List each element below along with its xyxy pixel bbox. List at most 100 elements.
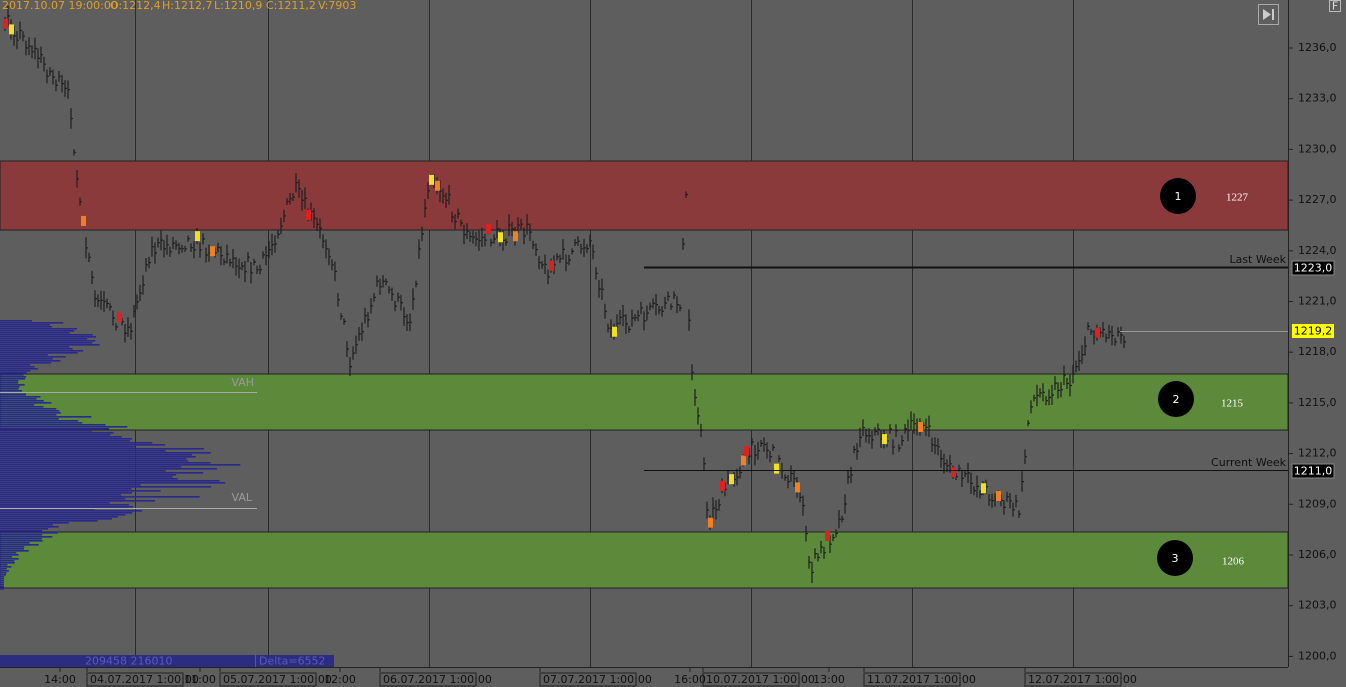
volume-cluster bbox=[210, 246, 215, 257]
time-label: 16:00 bbox=[674, 673, 706, 686]
volume-cluster bbox=[720, 480, 725, 491]
time-label-box bbox=[702, 672, 800, 687]
header-open: O:1212,4 bbox=[110, 0, 161, 12]
price-label: 1230,0 bbox=[1298, 142, 1337, 155]
volume-cluster bbox=[981, 483, 986, 494]
volume-cluster bbox=[498, 232, 503, 243]
zone-marker bbox=[1160, 178, 1196, 214]
level-label: Current Week bbox=[1211, 456, 1287, 469]
volume-cluster bbox=[486, 223, 491, 234]
price-label: 1206,0 bbox=[1298, 548, 1337, 561]
delta-text: Delta=6552 bbox=[259, 655, 326, 668]
price-tag-text: 1223,0 bbox=[1294, 262, 1333, 275]
time-label: 13:00 bbox=[813, 673, 845, 686]
volume-cluster bbox=[918, 422, 923, 433]
f-button[interactable] bbox=[1329, 0, 1341, 12]
vah-label: VAH bbox=[231, 376, 254, 389]
price-label: 1200,0 bbox=[1298, 649, 1337, 662]
zone-2 bbox=[0, 373, 1289, 431]
zone-3 bbox=[0, 531, 1289, 589]
volume-text: 209458 216010 bbox=[85, 655, 172, 668]
header-high: H:1212,7 bbox=[162, 0, 212, 12]
time-label: 04.07.2017 1:00:00 bbox=[90, 673, 199, 686]
header: 2017.10.07 19:00:00 O:1212,4 H:1212,7 L:… bbox=[2, 0, 356, 12]
volume-cluster bbox=[882, 434, 887, 445]
time-label: 05.07.2017 1:00:00 bbox=[223, 673, 332, 686]
price-tag bbox=[1291, 260, 1335, 276]
price-label: 1221,0 bbox=[1298, 295, 1337, 308]
volume-cluster bbox=[612, 326, 617, 337]
val-label: VAL bbox=[232, 491, 253, 504]
volume-cluster bbox=[744, 446, 749, 457]
header-datetime: 2017.10.07 19:00:00 bbox=[2, 0, 118, 12]
level-label: Last Week bbox=[1229, 253, 1286, 266]
zone-number: 3 bbox=[1172, 552, 1179, 565]
time-label-box bbox=[863, 672, 961, 687]
last-price-tag bbox=[1292, 324, 1334, 338]
header-low: L:1210,9 bbox=[214, 0, 262, 12]
time-label-box bbox=[379, 672, 477, 687]
header-close: C:1211,2 bbox=[266, 0, 316, 12]
time-label-box bbox=[1024, 672, 1122, 687]
volume-profile bbox=[0, 320, 241, 590]
volume-cluster bbox=[549, 260, 554, 271]
time-label: 06.07.2017 1:00:00 bbox=[383, 673, 492, 686]
time-label: 12.07.2017 1:00:00 bbox=[1028, 673, 1137, 686]
price-label: 1209,0 bbox=[1298, 497, 1337, 510]
scroll-end-icon bbox=[1263, 9, 1274, 20]
volume-box bbox=[0, 655, 255, 667]
time-label: 12:00 bbox=[324, 673, 356, 686]
time-label: 14:00 bbox=[44, 673, 76, 686]
profile-bars bbox=[0, 320, 241, 590]
volume-cluster bbox=[708, 517, 713, 528]
time-axis bbox=[0, 667, 1346, 687]
time-label-box bbox=[539, 672, 637, 687]
volume-cluster bbox=[513, 231, 518, 242]
volume-cluster bbox=[1095, 327, 1100, 338]
zone-label: 1206 bbox=[1222, 556, 1245, 568]
volume-cluster bbox=[9, 24, 14, 35]
volume-cluster bbox=[996, 491, 1001, 502]
volume-cluster bbox=[774, 463, 779, 474]
zone-1 bbox=[0, 160, 1289, 231]
last-price-text: 1219,2 bbox=[1294, 325, 1333, 338]
time-label: 10.07.2017 1:00:00 bbox=[706, 673, 815, 686]
volume-cluster bbox=[795, 482, 800, 493]
volume-cluster bbox=[81, 215, 86, 226]
zone-marker bbox=[1158, 381, 1194, 417]
volume-cluster bbox=[951, 467, 956, 478]
f-button-label: F bbox=[1332, 0, 1338, 13]
volume-cluster bbox=[3, 18, 8, 29]
zone-label: 1227 bbox=[1226, 192, 1249, 204]
volume-cluster bbox=[195, 231, 200, 242]
price-label: 1203,0 bbox=[1298, 599, 1337, 612]
volume-cluster bbox=[825, 530, 830, 541]
volume-cluster bbox=[306, 209, 311, 220]
zone-number: 1 bbox=[1175, 190, 1182, 203]
price-label: 1215,0 bbox=[1298, 396, 1337, 409]
zone-label: 1215 bbox=[1221, 398, 1244, 410]
price-label: 1218,0 bbox=[1298, 345, 1337, 358]
price-bars bbox=[3, 5, 1126, 584]
price-tag bbox=[1291, 463, 1335, 479]
price-label: 1233,0 bbox=[1298, 92, 1337, 105]
price-label: 1224,0 bbox=[1298, 244, 1337, 257]
zone-number: 2 bbox=[1173, 393, 1180, 406]
price-label: 1236,0 bbox=[1298, 41, 1337, 54]
header-volume: V:7903 bbox=[318, 0, 356, 12]
volume-cluster bbox=[117, 312, 122, 323]
price-axis-labels: 1236,0 1233,0 1230,0 1227,0 1224,0 1221,0 1218… bbox=[1288, 41, 1337, 662]
volume-cluster bbox=[429, 174, 434, 185]
time-label: 11:00 bbox=[184, 673, 216, 686]
price-label: 1212,0 bbox=[1298, 447, 1337, 460]
volume-cluster bbox=[435, 180, 440, 191]
delta-box bbox=[256, 655, 334, 667]
time-label: 07.07.2017 1:00:00 bbox=[543, 673, 652, 686]
volume-cluster bbox=[741, 455, 746, 466]
volume-cluster bbox=[729, 474, 734, 485]
zone-marker bbox=[1157, 540, 1193, 576]
price-tag-text: 1211,0 bbox=[1294, 465, 1333, 478]
time-label: 11.07.2017 1:00:00 bbox=[867, 673, 976, 686]
